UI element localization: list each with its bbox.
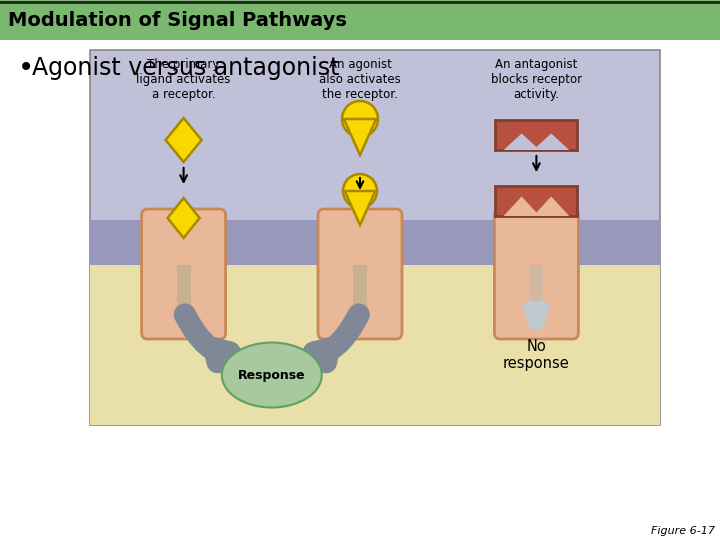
Text: Figure 6-17: Figure 6-17 (651, 526, 715, 536)
Polygon shape (503, 133, 540, 150)
Polygon shape (166, 118, 202, 162)
FancyBboxPatch shape (0, 0, 720, 40)
Polygon shape (344, 119, 376, 155)
Polygon shape (533, 133, 570, 150)
Polygon shape (533, 197, 570, 216)
FancyBboxPatch shape (495, 209, 578, 339)
FancyBboxPatch shape (90, 50, 660, 425)
Text: •: • (18, 54, 35, 82)
Bar (495, 120, 577, 150)
FancyBboxPatch shape (353, 265, 367, 310)
Polygon shape (503, 197, 540, 216)
FancyBboxPatch shape (90, 265, 660, 425)
Text: An antagonist
blocks receptor
activity.: An antagonist blocks receptor activity. (491, 58, 582, 101)
FancyBboxPatch shape (176, 265, 191, 310)
Text: Modulation of Signal Pathways: Modulation of Signal Pathways (8, 11, 347, 30)
FancyBboxPatch shape (90, 220, 660, 265)
FancyBboxPatch shape (318, 209, 402, 339)
FancyBboxPatch shape (142, 209, 225, 339)
Text: Response: Response (238, 368, 305, 381)
Polygon shape (345, 191, 375, 225)
Text: An agonist
also activates
the receptor.: An agonist also activates the receptor. (319, 58, 401, 101)
Circle shape (343, 174, 377, 208)
Circle shape (342, 101, 378, 137)
Ellipse shape (222, 342, 322, 408)
Polygon shape (168, 198, 199, 238)
Text: Agonist versus antagonist: Agonist versus antagonist (32, 56, 340, 80)
Text: The primary
ligand activates
a receptor.: The primary ligand activates a receptor. (136, 58, 231, 101)
Text: No
response: No response (503, 339, 570, 371)
Bar (495, 186, 577, 216)
FancyBboxPatch shape (529, 265, 544, 310)
